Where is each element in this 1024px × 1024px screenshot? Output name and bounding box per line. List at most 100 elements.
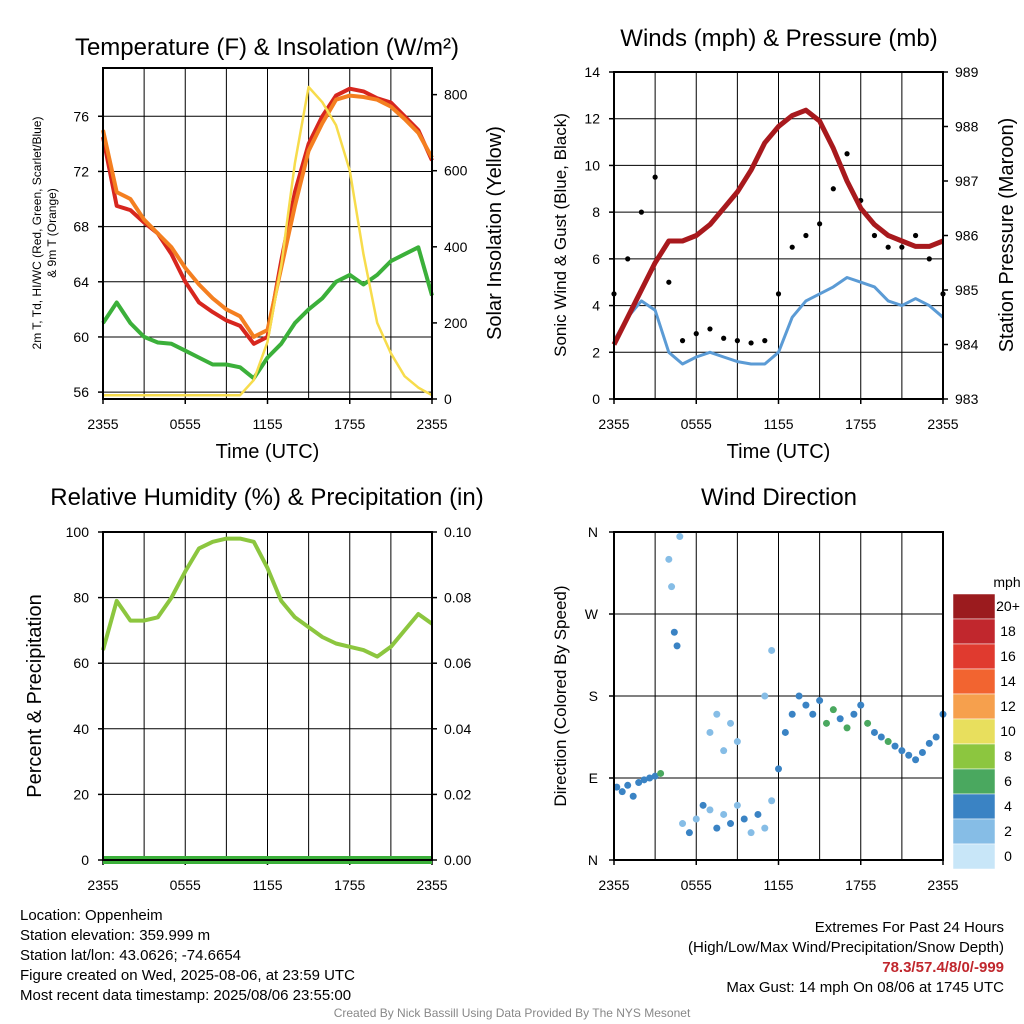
y-tick-label: 2 bbox=[592, 344, 600, 360]
y-tick-label: 72 bbox=[73, 163, 89, 179]
x-tick-label: 1155 bbox=[252, 877, 282, 893]
gust-point bbox=[638, 209, 645, 215]
extremes-subtitle: (High/Low/Max Wind/Precipitation/Snow De… bbox=[688, 939, 1004, 956]
direction-point bbox=[857, 701, 865, 709]
created-text: Figure created on Wed, 2025-08-06, at 23… bbox=[20, 967, 355, 984]
y2-tick-label: 800 bbox=[444, 87, 468, 103]
y-tick-label: 8 bbox=[592, 204, 600, 220]
x-tick-label: 2355 bbox=[927, 877, 958, 893]
direction-point bbox=[624, 781, 632, 789]
direction-point bbox=[699, 801, 707, 809]
direction-point bbox=[795, 692, 803, 700]
plot-border bbox=[102, 531, 433, 861]
x-tick-label: 1155 bbox=[763, 416, 793, 432]
direction-point bbox=[912, 756, 920, 764]
direction-point bbox=[733, 801, 741, 809]
gust-point bbox=[652, 174, 658, 180]
y-tick-label: 60 bbox=[73, 655, 89, 671]
gust-point bbox=[748, 340, 754, 346]
direction-point bbox=[706, 806, 714, 814]
y2-tick-label: 986 bbox=[955, 228, 979, 244]
direction-point bbox=[706, 728, 714, 736]
y-tick-label: W bbox=[585, 606, 599, 622]
direction-point bbox=[809, 710, 817, 718]
direction-point bbox=[668, 583, 676, 591]
direction-point bbox=[850, 710, 858, 718]
direction-point bbox=[788, 710, 796, 718]
plot-border bbox=[102, 67, 433, 400]
extremes-title: Extremes For Past 24 Hours bbox=[814, 919, 1004, 936]
direction-point bbox=[740, 815, 748, 823]
gust-point bbox=[734, 338, 740, 344]
location-text: Location: Oppenheim bbox=[20, 907, 163, 924]
direction-point bbox=[657, 769, 665, 777]
panel-3: Relative Humidity (%) & Precipitation (i… bbox=[24, 484, 484, 893]
direction-point bbox=[727, 719, 735, 727]
y2-tick-label: 989 bbox=[955, 64, 979, 80]
y-tick-label: 80 bbox=[73, 590, 89, 606]
colorbar-swatch bbox=[952, 593, 996, 620]
direction-point bbox=[925, 739, 933, 747]
series-line bbox=[103, 85, 433, 397]
y2-tick-label: 987 bbox=[955, 173, 979, 189]
direction-point bbox=[727, 820, 735, 828]
extremes-info: Extremes For Past 24 Hours (High/Low/Max… bbox=[688, 918, 1004, 998]
series-line bbox=[101, 93, 434, 339]
colorbar-swatch bbox=[952, 818, 996, 845]
y-tick-label: 0 bbox=[81, 852, 89, 868]
colorbar-swatch bbox=[952, 743, 996, 770]
series-line bbox=[612, 276, 944, 366]
direction-point bbox=[692, 815, 700, 823]
y2-tick-label: 0.04 bbox=[444, 721, 471, 737]
colorbar-unit: mph bbox=[993, 574, 1020, 590]
gust-point bbox=[844, 151, 850, 157]
direction-point bbox=[816, 697, 824, 705]
y-tick-label: 100 bbox=[66, 524, 90, 540]
gust-point bbox=[899, 244, 905, 250]
colorbar-swatch bbox=[952, 643, 996, 670]
gust-point bbox=[885, 244, 891, 250]
direction-point bbox=[720, 747, 728, 755]
direction-point bbox=[720, 810, 728, 818]
y-tick-label: 6 bbox=[592, 251, 600, 267]
direction-point bbox=[635, 779, 643, 787]
panel-title: Temperature (F) & Insolation (W/m²) bbox=[75, 34, 459, 61]
gust-point bbox=[789, 244, 795, 250]
y2-tick-label: 985 bbox=[955, 282, 979, 298]
direction-point bbox=[768, 797, 776, 805]
direction-point bbox=[891, 742, 899, 750]
y-tick-label: 60 bbox=[73, 329, 89, 345]
y-tick-label: 20 bbox=[73, 786, 89, 802]
colorbar-label: 12 bbox=[1000, 698, 1016, 714]
colorbar-label: 20+ bbox=[996, 598, 1020, 614]
colorbar-swatch bbox=[952, 768, 996, 795]
gust-point bbox=[625, 256, 631, 262]
colorbar-label: 14 bbox=[1000, 673, 1016, 689]
y2-tick-label: 0.00 bbox=[444, 852, 471, 868]
direction-point bbox=[870, 728, 878, 736]
gust-point bbox=[762, 338, 768, 344]
y-axis-label: Direction (Colored By Speed) bbox=[551, 585, 570, 806]
x-tick-label: 1755 bbox=[845, 416, 876, 432]
y-axis-label: Percent & Precipitation bbox=[24, 594, 46, 797]
x-tick-label: 0555 bbox=[170, 877, 201, 893]
gust-point bbox=[721, 335, 727, 341]
colorbar-label: 2 bbox=[1004, 823, 1012, 839]
direction-point bbox=[676, 533, 684, 541]
y-tick-label: 68 bbox=[73, 219, 89, 235]
x-tick-label: 2355 bbox=[87, 416, 118, 432]
credit-text: Created By Nick Bassill Using Data Provi… bbox=[333, 1006, 691, 1020]
x-tick-label: 1155 bbox=[252, 416, 282, 432]
direction-point bbox=[761, 824, 769, 832]
direction-point bbox=[864, 719, 872, 727]
y-tick-label: E bbox=[589, 770, 598, 786]
panel-1: Temperature (F) & Insolation (W/m²) 2355 0… bbox=[30, 34, 506, 463]
direction-point bbox=[829, 706, 837, 714]
y-tick-label: N bbox=[588, 524, 598, 540]
colorbar-label: 6 bbox=[1004, 773, 1012, 789]
x-tick-label: 0555 bbox=[681, 416, 712, 432]
y-axis-label-line2: & 9m T (Orange) bbox=[45, 188, 59, 278]
x-tick-label: 1755 bbox=[845, 877, 876, 893]
